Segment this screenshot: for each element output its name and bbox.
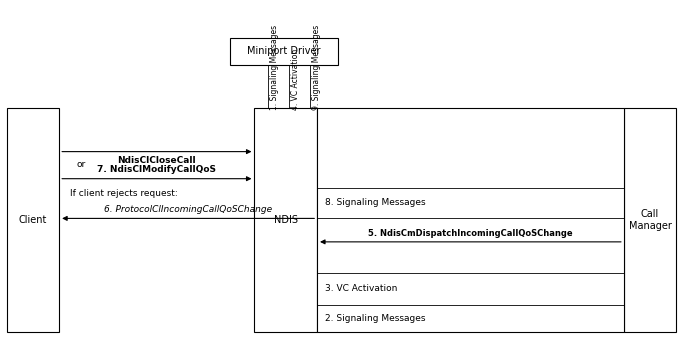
Text: 6. ProtocolClIncomingCallQoSChange: 6. ProtocolClIncomingCallQoSChange bbox=[104, 205, 273, 214]
Text: 7. NdisClModifyCallQoS: 7. NdisClModifyCallQoS bbox=[98, 165, 216, 174]
Text: 3. VC Activation: 3. VC Activation bbox=[325, 284, 398, 292]
Text: Call
Manager: Call Manager bbox=[629, 209, 671, 231]
Text: Client: Client bbox=[19, 215, 47, 225]
Text: 4. VC Activation: 4. VC Activation bbox=[291, 49, 300, 110]
Bar bbox=[7, 108, 59, 332]
Bar bbox=[624, 108, 676, 332]
Text: NDIS: NDIS bbox=[274, 215, 298, 225]
Bar bbox=[317, 108, 624, 332]
Text: 1. Signaling Messages: 1. Signaling Messages bbox=[270, 25, 279, 110]
Text: If client rejects request:: If client rejects request: bbox=[70, 189, 178, 197]
Text: 5. NdisCmDispatchIncomingCallQoSChange: 5. NdisCmDispatchIncomingCallQoSChange bbox=[368, 229, 573, 238]
Text: or: or bbox=[77, 160, 86, 169]
Text: NdisClCloseCall: NdisClCloseCall bbox=[118, 156, 196, 165]
Text: Miniport Driver: Miniport Driver bbox=[247, 47, 321, 56]
Text: 9. Signaling Messages: 9. Signaling Messages bbox=[312, 25, 321, 110]
Text: 8. Signaling Messages: 8. Signaling Messages bbox=[325, 198, 426, 206]
Text: 2. Signaling Messages: 2. Signaling Messages bbox=[325, 314, 426, 323]
Bar bbox=[230, 38, 338, 65]
Bar bbox=[254, 108, 317, 332]
